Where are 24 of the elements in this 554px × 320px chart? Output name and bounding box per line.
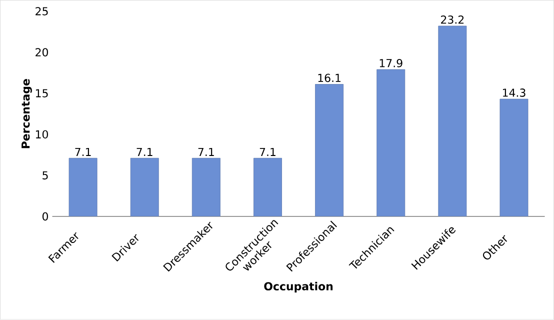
bar xyxy=(68,158,98,217)
bar xyxy=(192,158,220,217)
bar xyxy=(500,98,528,217)
data-label: 17.9 xyxy=(380,59,402,68)
y-tick-label: 10 xyxy=(36,130,48,139)
y-axis-title: Percentage xyxy=(22,79,32,148)
data-label: 7.1 xyxy=(136,148,152,156)
data-label: 7.1 xyxy=(260,148,276,156)
data-label: 7.1 xyxy=(75,148,91,156)
y-tick-label: 0 xyxy=(42,212,48,221)
y-tick-label: 20 xyxy=(36,48,48,57)
bar xyxy=(438,26,467,217)
data-label: 7.1 xyxy=(198,148,214,156)
bar xyxy=(130,158,159,217)
y-tick-label: 15 xyxy=(36,89,48,98)
y-tick-label: 5 xyxy=(42,171,48,180)
bar xyxy=(254,158,282,217)
data-label: 23.2 xyxy=(441,16,464,24)
data-label: 16.1 xyxy=(318,74,340,82)
data-label: 14.3 xyxy=(502,88,526,97)
y-tick-label: 25 xyxy=(36,7,48,16)
bar xyxy=(376,69,406,217)
x-axis-title: Occupation xyxy=(264,282,333,293)
bar xyxy=(315,84,344,217)
